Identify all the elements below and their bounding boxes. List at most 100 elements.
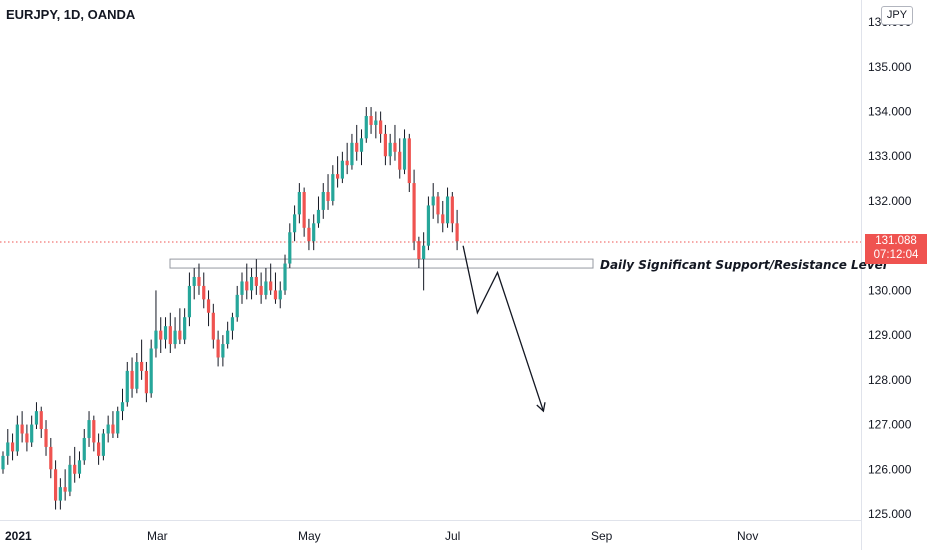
candle-body	[221, 344, 225, 358]
candle-body	[321, 192, 325, 210]
candle-body	[388, 142, 392, 157]
price-tick-label: 128.000	[868, 373, 912, 387]
candle-body	[216, 339, 220, 358]
candle-body	[192, 276, 196, 286]
candle-body	[97, 442, 101, 456]
candle-body	[455, 223, 459, 242]
projection-arrow[interactable]	[462, 245, 545, 412]
candle-body	[297, 192, 301, 215]
candle-body	[359, 138, 364, 152]
candle-body	[120, 402, 125, 412]
candle-body	[30, 424, 34, 443]
symbol-title[interactable]: EURJPY, 1D, OANDA	[6, 7, 136, 22]
time-tick-label: Mar	[147, 529, 168, 543]
candle-body	[25, 433, 29, 443]
price-tick-label: 129.000	[868, 328, 912, 342]
candle-body	[226, 330, 230, 345]
candle-body	[130, 370, 134, 389]
candle-body	[34, 411, 39, 425]
candle-body	[101, 433, 105, 456]
candle-body	[140, 361, 144, 371]
candle-body	[106, 424, 110, 434]
candle-body	[417, 241, 421, 260]
price-tick-label: 130.000	[868, 283, 912, 297]
candle-body	[283, 263, 287, 291]
candle-body	[197, 276, 201, 286]
candle-body	[402, 138, 407, 170]
candle-body	[135, 361, 139, 389]
candle-body	[316, 209, 321, 224]
candle-body	[393, 142, 397, 152]
bar-countdown: 07:12:04	[873, 249, 919, 261]
candle-body	[436, 196, 440, 215]
candle-body	[10, 442, 15, 452]
candle-body	[312, 223, 316, 242]
candle-body	[163, 326, 168, 340]
candle-body	[44, 429, 48, 447]
candle-body	[178, 330, 182, 340]
time-tick-label: 2021	[5, 529, 32, 543]
currency-badge[interactable]: JPY	[881, 6, 913, 25]
candle-body	[412, 183, 416, 242]
price-tick-label: 135.000	[868, 60, 912, 74]
candle-body	[426, 205, 431, 246]
candle-body	[364, 115, 368, 139]
candle-body	[331, 174, 335, 201]
candle-body	[326, 192, 330, 201]
candle-body	[398, 151, 402, 170]
candle-body	[422, 245, 426, 260]
candle-body	[350, 142, 354, 166]
candle-body	[53, 469, 58, 501]
candle-body	[431, 196, 435, 206]
candle-body	[245, 281, 249, 291]
candle-body	[173, 330, 177, 345]
candle-body	[92, 420, 96, 443]
candle-body	[288, 232, 292, 264]
candle-body	[345, 160, 349, 166]
candle-body	[441, 214, 445, 224]
time-tick-label: May	[298, 529, 321, 543]
candles-group	[1, 107, 459, 510]
candle-body	[374, 120, 378, 125]
price-tick-label: 127.000	[868, 418, 912, 432]
candle-body	[307, 227, 311, 242]
price-tick-label: 125.000	[868, 507, 912, 521]
candle-body	[116, 411, 120, 434]
time-tick-label: Sep	[591, 529, 613, 543]
candle-body	[144, 370, 148, 394]
candle-body	[264, 281, 268, 295]
candle-body	[273, 290, 278, 300]
zone-annotation-label[interactable]: Daily Significant Support/Resistance Lev…	[600, 258, 887, 272]
candle-body	[254, 276, 258, 286]
candle-body	[159, 330, 163, 340]
candle-body	[154, 330, 158, 349]
candle-body	[259, 285, 263, 295]
candle-body	[149, 348, 153, 394]
candle-body	[20, 424, 24, 434]
candle-body	[39, 411, 43, 430]
candle-body	[383, 133, 387, 157]
candle-body	[340, 160, 344, 179]
candle-body	[168, 326, 172, 345]
candle-body	[63, 487, 67, 492]
last-price-label: 131.088 07:12:04	[865, 234, 927, 264]
candle-body	[77, 460, 82, 474]
candle-body	[336, 174, 340, 179]
candle-body	[1, 455, 5, 470]
candle-body	[302, 192, 306, 228]
candle-body	[68, 464, 72, 492]
candle-body	[235, 294, 239, 318]
last-price-value: 131.088	[875, 235, 917, 247]
candle-body	[369, 115, 373, 125]
candle-body	[49, 446, 53, 470]
time-axis-labels: 2021 Mar May Jul Sep Nov	[5, 529, 758, 543]
candle-body	[407, 138, 411, 184]
support-resistance-zone[interactable]	[169, 258, 594, 269]
candle-body	[355, 142, 359, 152]
candle-body	[6, 442, 10, 456]
candle-body	[249, 276, 254, 291]
candle-body	[183, 317, 187, 340]
candle-body	[58, 487, 62, 501]
candle-body	[240, 281, 244, 295]
